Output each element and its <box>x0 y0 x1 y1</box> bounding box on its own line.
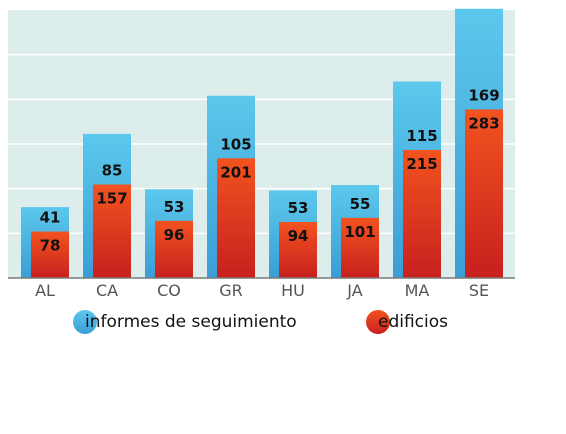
x-tick-label: SE <box>469 281 489 300</box>
data-label-informes: 55 <box>350 195 371 213</box>
legend: informes de seguimiento edificios <box>0 310 566 338</box>
data-label-informes: 53 <box>288 199 309 217</box>
x-tick-labels: AL CA CO GR HU JA MA SE <box>35 281 489 300</box>
data-label-edificios: 101 <box>344 223 375 241</box>
data-label-informes: 105 <box>220 135 251 153</box>
data-label-edificios: 201 <box>220 163 251 181</box>
bar-edificios-JA <box>341 217 379 278</box>
series-edificios-bars <box>31 109 503 278</box>
x-tick-label: GR <box>219 281 243 300</box>
legend-label-edificios: edificios <box>378 312 449 332</box>
data-label-informes: 115 <box>406 127 437 145</box>
bar-edificios-SE <box>465 109 503 278</box>
legend-swatch-blue <box>73 310 97 334</box>
x-tick-label: CA <box>96 281 118 300</box>
bar-edificios-MA <box>403 149 441 278</box>
data-label-edificios: 94 <box>288 227 309 245</box>
data-label-edificios: 283 <box>468 114 499 132</box>
x-tick-label: CO <box>157 281 181 300</box>
data-label-edificios: 157 <box>96 189 127 207</box>
bar-edificios-CO <box>155 220 193 278</box>
data-label-edificios: 78 <box>40 237 61 255</box>
data-label-edificios: 96 <box>164 226 185 244</box>
bar-chart: 41 78 85 157 53 96 105 201 53 94 55 101 115 215 169 283… <box>8 8 515 300</box>
legend-item-informes: informes de seguimiento <box>73 310 297 334</box>
data-label-informes: 85 <box>102 161 123 179</box>
x-tick-label: JA <box>346 281 362 300</box>
data-labels: 41 78 85 157 53 96 105 201 53 94 55 101 115 215 169 283 <box>40 86 500 254</box>
legend-item-edificios: edificios <box>366 310 448 334</box>
bar-edificios-AL <box>31 231 69 278</box>
x-tick-label: AL <box>35 281 55 300</box>
legend-swatch-red <box>366 310 390 334</box>
legend-label-informes: informes de seguimiento <box>85 312 297 332</box>
data-label-informes: 53 <box>164 198 185 216</box>
data-label-informes: 41 <box>40 209 61 227</box>
bar-edificios-GR <box>217 158 255 278</box>
data-label-informes: 169 <box>468 86 499 104</box>
bar-edificios-HU <box>279 222 317 278</box>
x-tick-label: HU <box>281 281 305 300</box>
x-tick-label: MA <box>405 281 430 300</box>
data-label-edificios: 215 <box>406 155 437 173</box>
bar-edificios-CA <box>93 184 131 278</box>
